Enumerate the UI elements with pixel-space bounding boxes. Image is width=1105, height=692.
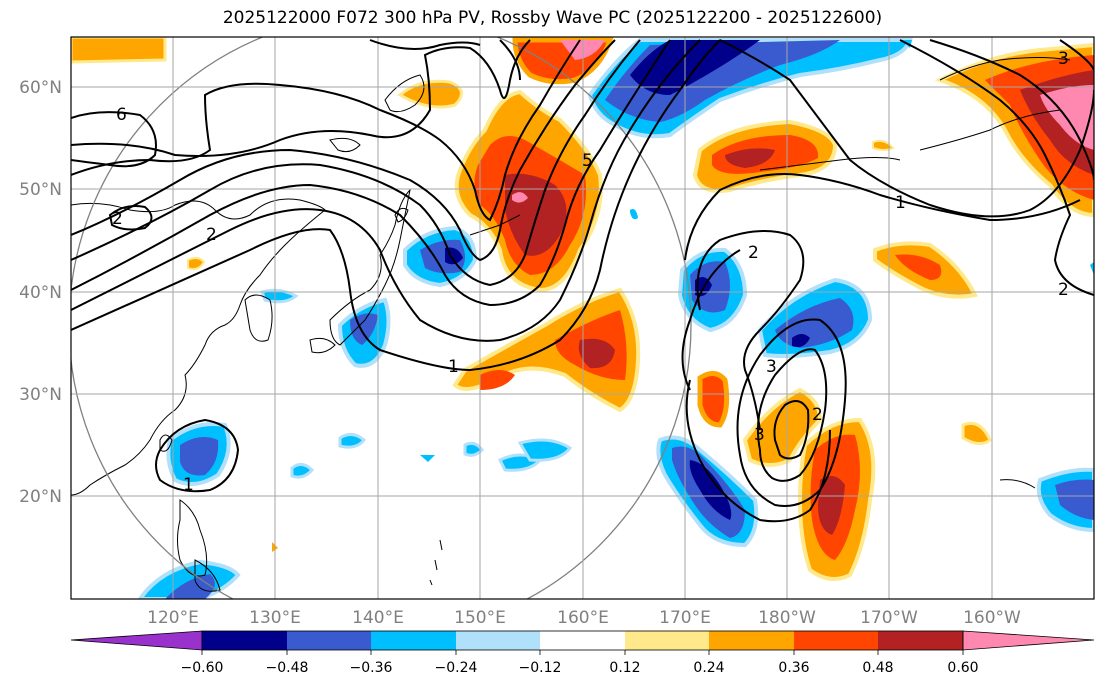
radius-circle (71, 37, 692, 599)
colorbar: −0.60 −0.48 −0.36 −0.24 −0.12 0.12 0.24 … (70, 630, 1095, 676)
contour-label: 2 (1058, 280, 1069, 300)
contour-label: 2 (206, 225, 217, 245)
contour-label: 3 (766, 357, 777, 377)
colorbar-bin (709, 631, 794, 650)
colorbar-bin (794, 631, 878, 650)
colorbar-tick: −0.36 (350, 660, 393, 676)
contour-label: 2 (112, 209, 123, 229)
colorbar-tick: 0.36 (778, 660, 809, 676)
lon-label: 180°W (758, 608, 816, 628)
lat-label: 50°N (19, 180, 62, 200)
contour-label: 1 (183, 475, 194, 495)
lon-label: 160°E (557, 608, 609, 628)
lon-label: 130°E (249, 608, 301, 628)
contour-label: 3 (754, 425, 765, 445)
colorbar-bin (371, 631, 456, 650)
contour-label: 3 (1058, 49, 1069, 69)
colorbar-tick: 0.60 (947, 660, 978, 676)
colorbar-tick: 0.48 (862, 660, 893, 676)
lat-label: 30°N (19, 385, 62, 405)
colorbar-tick: −0.12 (519, 660, 562, 676)
longitude-labels: 120°E 130°E 140°E 150°E 160°E 170°E 180°… (147, 608, 1021, 628)
colorbar-tick: 0.12 (609, 660, 640, 676)
colorbar-bin (202, 631, 287, 650)
map-title: 2025122000 F072 300 hPa PV, Rossby Wave … (222, 8, 883, 28)
contour-label: 1 (448, 357, 459, 377)
contour-label: 1 (895, 193, 906, 213)
lat-label: 20°N (19, 487, 62, 507)
colorbar-tick: 0.24 (693, 660, 724, 676)
lon-label: 150°E (454, 608, 506, 628)
colorbar-extend-high (962, 630, 1095, 651)
lon-label: 160°W (963, 608, 1021, 628)
colorbar-tick: −0.48 (266, 660, 309, 676)
lon-label: 170°E (659, 608, 711, 628)
lon-label: 170°W (860, 608, 918, 628)
colorbar-bin (287, 631, 371, 650)
map-frame (70, 36, 1095, 600)
contour-label: 2 (748, 243, 759, 263)
lat-label: 60°N (19, 78, 62, 98)
colorbar-bin (540, 631, 625, 650)
contour-label: 5 (582, 151, 593, 171)
contour-label: 6 (116, 105, 127, 125)
lon-label: 120°E (147, 608, 199, 628)
pv-contours (71, 39, 1094, 523)
positive-anomalies (71, 37, 1094, 581)
contour-label: 2 (812, 405, 823, 425)
colorbar-tick: −0.60 (181, 660, 224, 676)
colorbar-bin (456, 631, 540, 650)
negative-anomalies (137, 38, 1094, 599)
lat-label: 40°N (19, 283, 62, 303)
colorbar-tick: −0.24 (435, 660, 478, 676)
colorbar-bin (878, 631, 963, 650)
gridlines (71, 37, 1094, 599)
latitude-labels: 20°N 30°N 40°N 50°N 60°N (19, 78, 62, 507)
colorbar-extend-low (70, 630, 203, 651)
lon-label: 140°E (352, 608, 404, 628)
colorbar-bin (625, 631, 709, 650)
map-plot-area: 6 2 1 5 2 1 2 3 2 3 1 2 3 (71, 37, 1094, 599)
contour-labels: 6 2 1 5 2 1 2 3 2 3 1 2 3 (112, 49, 1069, 495)
